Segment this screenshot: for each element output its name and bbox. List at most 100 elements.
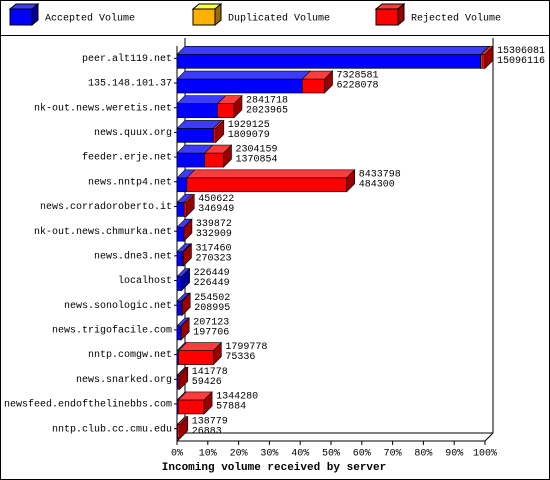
y-tick-label: nntp.comgw.net <box>88 350 172 361</box>
bar-segment <box>176 46 490 69</box>
data-label: 450622 <box>198 194 234 205</box>
x-tick-label: 30% <box>260 449 278 460</box>
legend-label: Rejected Volume <box>411 13 501 25</box>
data-label: 59426 <box>192 377 222 388</box>
data-label: 2841718 <box>246 95 288 106</box>
data-label: 75336 <box>225 352 255 363</box>
bar-front <box>176 202 185 217</box>
y-tick-label: news.snarked.org <box>76 374 172 386</box>
bar-front <box>177 399 205 415</box>
x-tick-label: 20% <box>230 449 248 460</box>
x-tick-label: 60% <box>353 449 371 460</box>
bar-segment <box>481 45 494 70</box>
bar-segment <box>177 391 213 415</box>
bar-front <box>176 251 183 267</box>
bar-side <box>181 292 191 316</box>
bar-side <box>183 243 192 267</box>
data-label: 346949 <box>198 204 234 215</box>
bar-side <box>484 45 494 70</box>
bar-segment <box>176 144 214 168</box>
legend-label: Accepted Volume <box>45 13 135 25</box>
bar-side <box>185 193 195 218</box>
bar-segment <box>176 95 227 119</box>
bar-top <box>176 46 490 55</box>
x-tick-label: 80% <box>414 449 432 460</box>
bar-front <box>176 128 214 143</box>
data-label: 197706 <box>193 328 229 339</box>
bar-front <box>176 152 206 168</box>
y-tick-label: news.trigofacile.com <box>52 325 172 337</box>
data-label: 317460 <box>195 243 231 254</box>
bar-segment <box>183 218 193 242</box>
bar-side <box>324 70 333 94</box>
x-tick-label: 70% <box>384 449 402 460</box>
data-label: 15306081 <box>497 46 545 57</box>
bar-side <box>223 144 232 168</box>
data-label: 484300 <box>359 179 395 190</box>
legend-swatch-side <box>214 2 222 27</box>
data-label: 57884 <box>216 402 246 413</box>
legend-swatch <box>192 8 216 26</box>
x-tick-label: 90% <box>445 449 463 460</box>
data-label: 15096116 <box>497 56 545 67</box>
bar-side <box>213 341 222 366</box>
data-label: 332909 <box>196 229 232 240</box>
data-label: 1799778 <box>225 342 267 353</box>
bar-segment <box>216 94 243 119</box>
bar-segment <box>176 267 191 292</box>
data-label: 1809079 <box>228 130 270 141</box>
bar-segment <box>180 292 191 316</box>
x-tick-label: 40% <box>291 449 309 460</box>
bar-front <box>481 54 486 69</box>
bar-front <box>176 54 481 69</box>
x-tick-label: 10% <box>199 449 217 460</box>
bar-top <box>176 70 312 80</box>
data-label: 207123 <box>193 318 229 329</box>
data-label: 7328581 <box>337 71 379 82</box>
data-label: 6228078 <box>337 81 379 92</box>
bar-side <box>179 366 189 391</box>
y-tick-label: feeder.erje.net <box>82 152 172 164</box>
bar-segment <box>176 415 189 440</box>
bar-segment <box>212 119 225 144</box>
bar-front <box>176 226 185 242</box>
axis-line <box>484 432 494 442</box>
bar-side <box>215 119 225 144</box>
y-tick-label: news.sonologic.net <box>64 300 172 312</box>
y-tick-label: news.dne3.net <box>94 250 172 262</box>
data-label: 1344280 <box>216 392 258 403</box>
x-tick-label: 100% <box>473 449 497 460</box>
y-tick-label: nntp.club.cc.cmu.edu <box>52 423 172 435</box>
bar-front <box>176 177 188 193</box>
chart-title: Incoming volume received by server <box>162 462 386 474</box>
bar-segment <box>186 169 356 193</box>
data-label: 2023965 <box>246 105 288 116</box>
bar-front <box>183 202 187 217</box>
bar-top <box>186 169 356 179</box>
y-tick-label: peer.alt119.net <box>82 53 172 65</box>
bar-side <box>179 415 189 440</box>
y-tick-label: localhost <box>118 275 172 287</box>
bar-front <box>204 152 224 168</box>
bar-front <box>178 350 214 365</box>
x-tick-label: 50% <box>322 449 340 460</box>
bar-side <box>233 94 243 119</box>
y-tick-label: news.corradoroberto.it <box>40 201 172 213</box>
bar-front <box>176 78 303 94</box>
bar-front <box>186 177 348 193</box>
bar-side <box>181 267 190 292</box>
bar-side <box>346 169 356 193</box>
bar-top <box>176 95 227 105</box>
data-label: 138779 <box>192 416 228 427</box>
bar-side <box>203 391 213 415</box>
bar-front <box>217 103 235 119</box>
data-label: 270323 <box>195 253 231 264</box>
bar-segment <box>176 70 312 94</box>
bar-segment <box>301 70 334 94</box>
bar-front <box>176 325 182 341</box>
data-label: 1370854 <box>236 155 278 166</box>
data-label: 8433798 <box>359 169 401 180</box>
legend-label: Duplicated Volume <box>228 13 330 25</box>
data-label: 2304159 <box>236 145 278 156</box>
